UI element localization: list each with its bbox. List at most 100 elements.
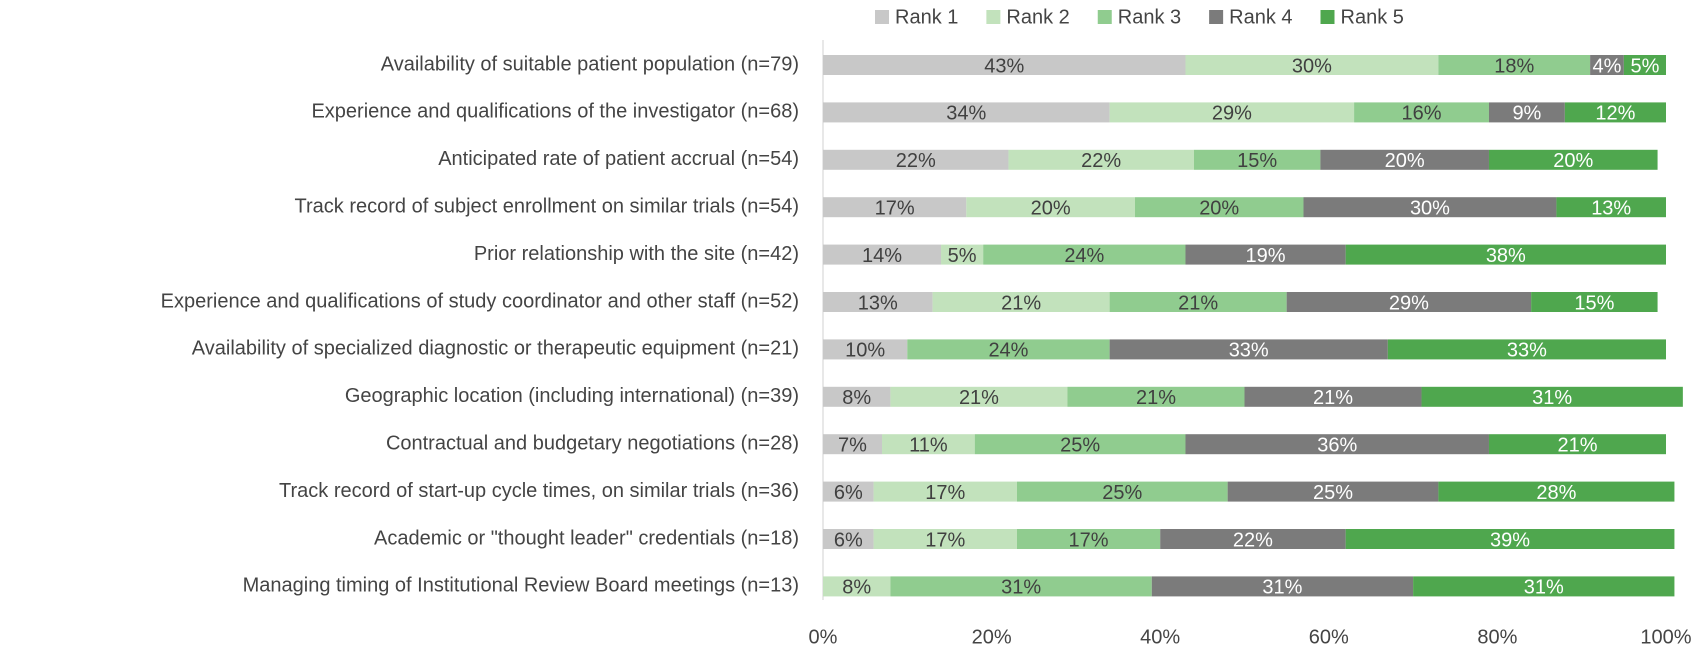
bar-segment <box>1016 529 1161 549</box>
bar-segment <box>1413 576 1675 597</box>
value-label: 31% <box>1262 577 1302 599</box>
bar-segment <box>1008 149 1194 170</box>
value-label: 21% <box>1557 434 1597 456</box>
value-label: 18% <box>1494 55 1534 77</box>
legend-swatch <box>1320 10 1335 24</box>
category-label: Geographic location (including internati… <box>345 385 799 407</box>
value-label: 25% <box>1102 482 1142 504</box>
value-label: 8% <box>842 577 871 599</box>
value-label: 15% <box>1237 150 1277 172</box>
value-label: 21% <box>959 387 999 409</box>
bar-segment <box>1387 339 1666 360</box>
bar-segment <box>1151 576 1414 597</box>
bar-segment <box>823 576 891 597</box>
legend-label: Rank 5 <box>1341 6 1404 28</box>
bar-segment <box>823 434 883 455</box>
x-tick-label: 20% <box>972 626 1012 648</box>
bar-segment <box>1531 292 1658 312</box>
bar-segment <box>1556 197 1666 218</box>
value-label: 34% <box>946 103 986 125</box>
bar-segment <box>1109 292 1287 312</box>
value-label: 4% <box>1593 55 1622 77</box>
value-label: 12% <box>1595 103 1635 125</box>
category-label: Track record of start-up cycle times, on… <box>279 480 799 502</box>
bar-segment <box>1623 55 1666 75</box>
value-label: 10% <box>845 340 885 362</box>
bar-segment <box>941 244 984 265</box>
bar-segment <box>890 386 1068 407</box>
value-label: 17% <box>925 482 965 504</box>
value-label: 20% <box>1199 197 1239 219</box>
category-label: Prior relationship with the site (n=42) <box>474 243 799 265</box>
bar-segment <box>1438 55 1591 75</box>
x-tick-label: 80% <box>1477 626 1517 648</box>
bar-segment <box>823 529 874 549</box>
bar-segment <box>1421 386 1683 407</box>
value-label: 5% <box>1630 55 1659 77</box>
category-label: Academic or "thought leader" credentials… <box>374 527 799 549</box>
bar-segment <box>823 339 908 360</box>
bar-segment <box>1345 244 1666 265</box>
legend-swatch <box>1209 10 1224 24</box>
bar-segment <box>932 292 1110 312</box>
bar-segment <box>1067 386 1245 407</box>
category-label: Experience and qualifications of the inv… <box>311 101 799 123</box>
legend-label: Rank 1 <box>895 6 958 28</box>
bar-segment <box>966 197 1135 218</box>
category-label: Managing timing of Institutional Review … <box>243 575 799 597</box>
value-label: 25% <box>1313 482 1353 504</box>
category-label: Availability of specialized diagnostic o… <box>192 338 799 360</box>
bar-segment <box>1016 481 1228 502</box>
value-label: 17% <box>875 197 915 219</box>
bar-segment <box>1564 102 1666 123</box>
value-label: 13% <box>858 292 898 314</box>
bar-segment <box>823 244 942 265</box>
x-tick-label: 0% <box>809 626 838 648</box>
bar-segment <box>1345 529 1675 549</box>
value-label: 30% <box>1410 197 1450 219</box>
value-label: 14% <box>862 245 902 267</box>
bar-segment <box>823 197 967 218</box>
bar-segment <box>823 55 1186 75</box>
bar-segment <box>974 434 1186 455</box>
value-label: 7% <box>838 434 867 456</box>
bar-segment <box>1320 149 1489 170</box>
value-label: 22% <box>1233 529 1273 551</box>
category-label: Anticipated rate of patient accrual (n=5… <box>438 148 799 170</box>
value-label: 31% <box>1524 577 1564 599</box>
category-label: Availability of suitable patient populat… <box>381 53 799 75</box>
x-tick-label: 100% <box>1640 626 1691 648</box>
bar-segment <box>823 292 933 312</box>
value-label: 17% <box>1069 529 1109 551</box>
value-label: 29% <box>1389 292 1429 314</box>
bar-segment <box>823 481 874 502</box>
value-label: 22% <box>1081 150 1121 172</box>
value-label: 19% <box>1246 245 1286 267</box>
value-label: 11% <box>909 434 948 456</box>
value-label: 36% <box>1317 434 1357 456</box>
value-label: 24% <box>988 340 1028 362</box>
bar-segment <box>1109 102 1355 123</box>
value-label: 21% <box>1136 387 1176 409</box>
value-label: 5% <box>948 245 977 267</box>
bar-segment <box>823 102 1110 123</box>
bar-segment <box>1185 55 1439 75</box>
value-label: 6% <box>834 482 863 504</box>
value-label: 13% <box>1591 197 1631 219</box>
legend-label: Rank 4 <box>1229 6 1292 28</box>
bar-segment <box>1303 197 1557 218</box>
value-label: 38% <box>1486 245 1526 267</box>
value-label: 30% <box>1292 55 1332 77</box>
bar-segment <box>1227 481 1439 502</box>
bar-segment <box>1185 244 1346 265</box>
value-label: 33% <box>1229 340 1269 362</box>
bar-segment <box>1438 481 1675 502</box>
legend-swatch <box>875 10 889 24</box>
bar-segment <box>1488 149 1658 170</box>
value-label: 9% <box>1512 103 1541 125</box>
category-label: Experience and qualifications of study c… <box>161 290 799 312</box>
bar-segment <box>1488 102 1565 123</box>
bar-segment <box>1109 339 1388 360</box>
value-label: 28% <box>1536 482 1576 504</box>
